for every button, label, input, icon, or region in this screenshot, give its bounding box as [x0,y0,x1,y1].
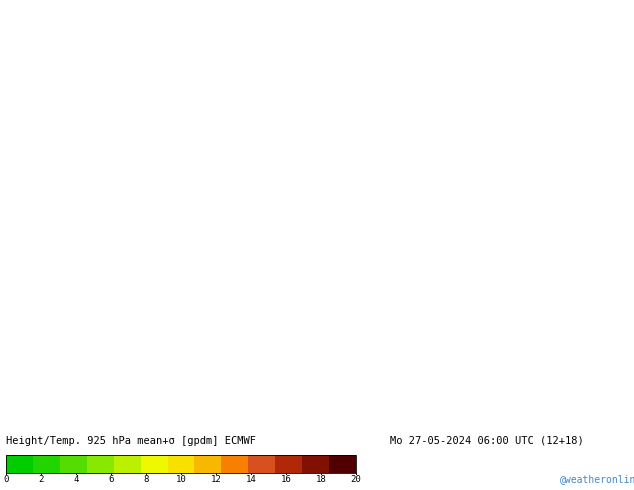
Text: Mo 27-05-2024 06:00 UTC (12+18): Mo 27-05-2024 06:00 UTC (12+18) [390,436,584,446]
Bar [195,455,221,473]
Bar [141,455,167,473]
Text: @weatheronline.co.uk: @weatheronline.co.uk [560,474,634,484]
Text: 14: 14 [245,475,256,485]
Text: 20: 20 [351,475,361,485]
Bar [167,455,195,473]
Text: 12: 12 [210,475,221,485]
Bar [221,455,249,473]
Text: 6: 6 [108,475,113,485]
Text: 2: 2 [38,475,44,485]
Text: 16: 16 [281,475,292,485]
Text: 10: 10 [176,475,186,485]
Text: Height/Temp. 925 hPa mean+σ [gpdm] ECMWF: Height/Temp. 925 hPa mean+σ [gpdm] ECMWF [6,436,256,446]
Bar [33,455,60,473]
Bar [302,455,329,473]
Bar [87,455,113,473]
Bar [6,455,33,473]
Bar [275,455,302,473]
Text: 4: 4 [74,475,79,485]
Text: 0: 0 [3,475,9,485]
Text: 8: 8 [143,475,149,485]
Bar [6,455,356,473]
Text: 18: 18 [316,475,327,485]
Bar [249,455,275,473]
Bar [60,455,87,473]
Bar [329,455,356,473]
Bar [113,455,141,473]
